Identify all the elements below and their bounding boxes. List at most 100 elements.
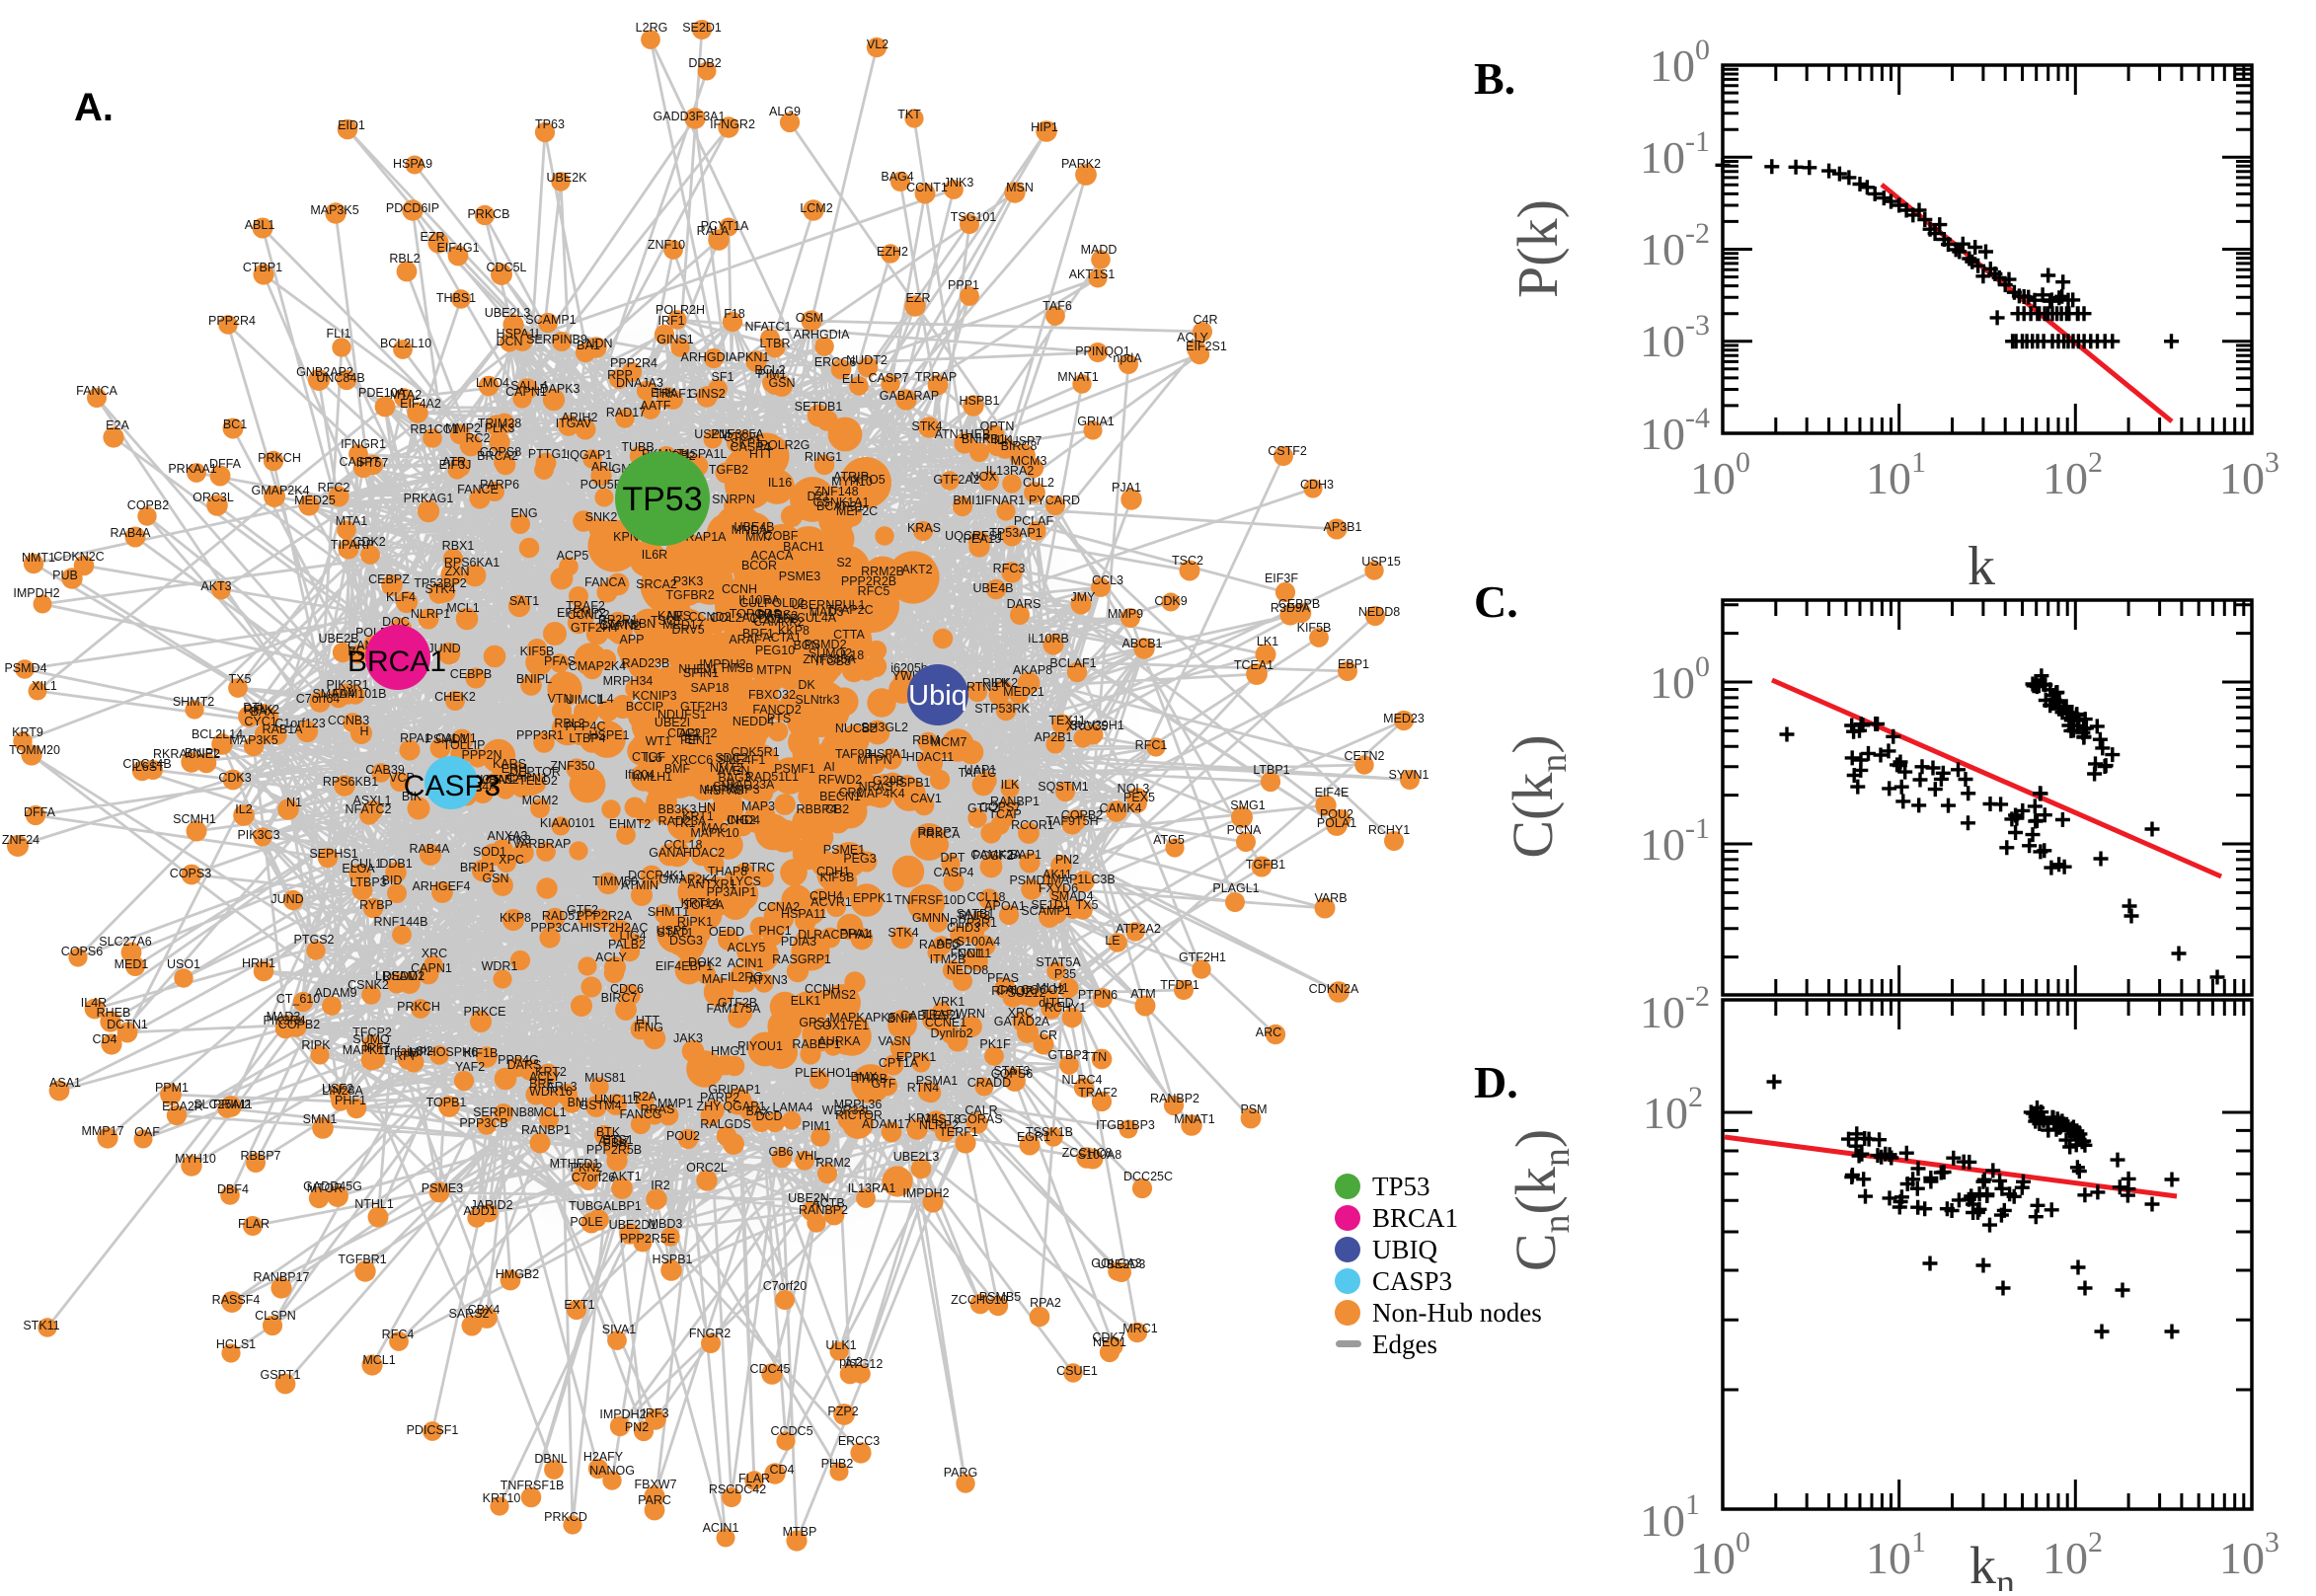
svg-text:FAM101B: FAM101B <box>333 687 387 701</box>
svg-text:RCOR1: RCOR1 <box>1011 818 1054 832</box>
svg-text:STAT1: STAT1 <box>656 926 693 940</box>
svg-text:IL13RA2: IL13RA2 <box>986 464 1035 478</box>
svg-text:BAG3: BAG3 <box>718 771 750 785</box>
svg-text:WDR16: WDR16 <box>529 1085 573 1099</box>
svg-text:EGR1: EGR1 <box>1017 1130 1050 1144</box>
svg-text:MCM2: MCM2 <box>522 794 559 807</box>
svg-text:MLST8: MLST8 <box>921 1112 961 1126</box>
svg-text:BB3K3: BB3K3 <box>658 802 697 816</box>
svg-text:ACTA1: ACTA1 <box>762 631 801 645</box>
svg-text:CDC25B: CDC25B <box>749 612 798 626</box>
svg-text:BTK: BTK <box>596 1125 621 1139</box>
svg-text:SALL4: SALL4 <box>510 379 548 393</box>
svg-text:SMAD4: SMAD4 <box>312 687 354 701</box>
svg-text:USP15: USP15 <box>1361 555 1401 569</box>
svg-text:RC2: RC2 <box>465 431 490 445</box>
svg-text:XRC: XRC <box>422 947 447 960</box>
svg-text:GNB2AP2: GNB2AP2 <box>296 365 353 379</box>
svg-text:UBE2L3: UBE2L3 <box>893 1150 940 1164</box>
svg-text:UBERNPUL1: UBERNPUL1 <box>791 598 865 612</box>
svg-text:ARIH2: ARIH2 <box>562 411 598 424</box>
svg-text:RABEP1: RABEP1 <box>792 1037 840 1051</box>
svg-text:TP63: TP63 <box>535 117 565 131</box>
svg-text:GANA: GANA <box>649 846 684 860</box>
svg-text:PSMD1: PSMD1 <box>425 732 467 746</box>
svg-text:MAF: MAF <box>702 972 729 986</box>
svg-text:CHD3: CHD3 <box>947 921 980 935</box>
svg-text:DFFA: DFFA <box>24 805 56 819</box>
svg-text:LTBR: LTBR <box>759 337 790 350</box>
svg-text:ATRIP: ATRIP <box>833 470 869 484</box>
svg-text:HMG1: HMG1 <box>711 1044 746 1058</box>
svg-text:CD4: CD4 <box>769 1463 794 1477</box>
svg-text:SHMT2: SHMT2 <box>173 695 214 709</box>
svg-text:GINS1: GINS1 <box>656 333 694 346</box>
svg-text:STAT3: STAT3 <box>599 618 636 632</box>
svg-text:STAT5A: STAT5A <box>1036 955 1081 969</box>
svg-text:TAF9T5H: TAF9T5H <box>1045 814 1098 828</box>
svg-text:NF: NF <box>667 609 684 623</box>
svg-text:CUL2: CUL2 <box>1023 476 1054 490</box>
svg-text:PSMF1: PSMF1 <box>774 762 815 776</box>
svg-text:ANXA3: ANXA3 <box>488 829 528 843</box>
svg-text:CDH4: CDH4 <box>810 889 843 903</box>
svg-text:GATAD2A: GATAD2A <box>994 1015 1050 1028</box>
svg-text:SMG1: SMG1 <box>1230 798 1265 812</box>
svg-text:CRADD: CRADD <box>967 1076 1011 1090</box>
svg-text:RAD51: RAD51 <box>542 909 581 923</box>
svg-text:KIF5B: KIF5B <box>820 871 855 884</box>
svg-text:AVEN: AVEN <box>717 764 749 778</box>
svg-text:SUMO: SUMO <box>352 1032 390 1046</box>
svg-text:AKT1: AKT1 <box>610 1170 641 1183</box>
svg-text:MMP1: MMP1 <box>657 1097 693 1110</box>
svg-text:COPB2: COPB2 <box>1061 808 1103 822</box>
svg-text:GTF2B: GTF2B <box>718 996 757 1010</box>
svg-text:BNIPL: BNIPL <box>516 672 552 686</box>
svg-text:PSME1: PSME1 <box>823 843 865 857</box>
svg-text:LK1: LK1 <box>1257 635 1278 648</box>
svg-text:YAF2: YAF2 <box>455 1060 485 1074</box>
svg-text:RIPK2: RIPK2 <box>982 676 1018 690</box>
svg-text:ZNF385A: ZNF385A <box>803 652 856 666</box>
svg-text:TX5: TX5 <box>229 672 252 686</box>
svg-text:RAB4A: RAB4A <box>410 842 451 856</box>
svg-text:10-4: 10-4 <box>1640 402 1710 459</box>
svg-text:SKP1: SKP1 <box>731 436 762 450</box>
svg-text:SCMH1: SCMH1 <box>173 812 216 826</box>
svg-text:CT_610: CT_610 <box>276 992 321 1006</box>
svg-text:UBE2D1: UBE2D1 <box>609 1218 657 1232</box>
svg-text:MAPK8IP3: MAPK8IP3 <box>699 783 759 797</box>
svg-text:IMPDH2: IMPDH2 <box>902 1186 949 1200</box>
svg-text:IFT57: IFT57 <box>356 456 389 470</box>
svg-text:CDC45: CDC45 <box>750 1362 791 1376</box>
svg-text:RBL2: RBL2 <box>389 252 420 266</box>
svg-text:SUMO2: SUMO2 <box>809 646 853 660</box>
svg-text:NLRC4: NLRC4 <box>1062 1073 1103 1087</box>
svg-text:PPP2R4: PPP2R4 <box>208 314 256 328</box>
svg-text:BMF: BMF <box>664 762 691 776</box>
svg-text:VCP: VCP <box>389 771 415 785</box>
svg-text:EPPK1: EPPK1 <box>853 891 892 905</box>
svg-text:IL13RA1: IL13RA1 <box>848 1181 896 1195</box>
svg-text:F18: F18 <box>724 307 745 321</box>
svg-text:ELL: ELL <box>842 372 864 386</box>
svg-text:TFAP2C: TFAP2C <box>826 603 873 617</box>
svg-text:AP3B1: AP3B1 <box>1324 520 1362 534</box>
svg-text:EZR: EZR <box>421 230 445 244</box>
svg-text:npdA: npdA <box>1113 351 1142 365</box>
svg-text:PPP3R1: PPP3R1 <box>950 916 997 930</box>
svg-text:AATF: AATF <box>640 399 670 413</box>
svg-text:ZNF24: ZNF24 <box>2 833 39 847</box>
svg-text:PRTN3: PRTN3 <box>959 680 999 694</box>
svg-text:CDC14B: CDC14B <box>122 757 171 771</box>
svg-text:HCLS1: HCLS1 <box>216 1337 256 1351</box>
svg-text:PDICSF1: PDICSF1 <box>407 1423 459 1437</box>
svg-text:RBBP4: RBBP4 <box>797 802 837 816</box>
svg-text:MTPN: MTPN <box>857 753 891 767</box>
svg-text:TOPORS: TOPORS <box>730 607 782 621</box>
svg-text:IFNGR2: IFNGR2 <box>710 117 755 131</box>
svg-text:RANBP2: RANBP2 <box>1150 1092 1199 1105</box>
svg-text:HSPE1: HSPE1 <box>589 728 630 742</box>
svg-text:USP7: USP7 <box>1010 434 1042 448</box>
svg-text:NEDD8: NEDD8 <box>947 963 988 977</box>
